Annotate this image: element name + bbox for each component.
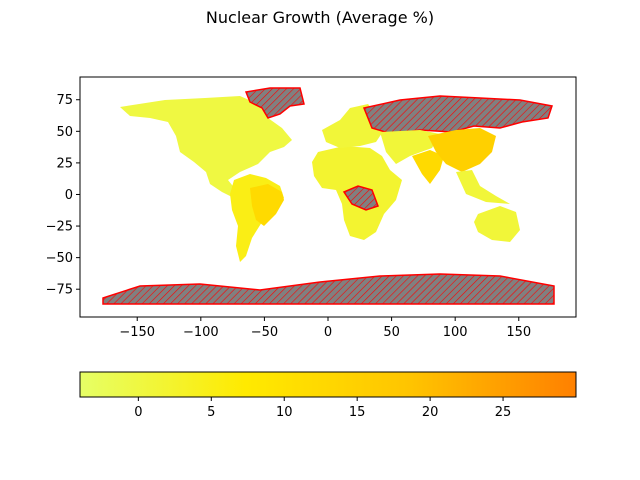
y-tick-label: 0 (65, 188, 73, 203)
y-tick-label: −25 (46, 220, 73, 235)
map-regions (102, 87, 555, 305)
x-tick-label: 100 (443, 325, 468, 340)
region-north-america (120, 96, 292, 196)
map-x-axis: −150 −100 −50 0 50 100 150 (119, 317, 531, 340)
x-tick-label: 150 (506, 325, 531, 340)
colorbar-tick-label: 25 (495, 405, 512, 420)
region-antarctica (102, 273, 555, 305)
region-brazil (250, 184, 284, 226)
y-tick-label: −75 (46, 283, 73, 298)
x-tick-label: −150 (119, 325, 155, 340)
colorbar-axis: 0 5 10 15 20 25 (134, 397, 511, 420)
colorbar-tick-label: 15 (349, 405, 366, 420)
colorbar-tick-label: 0 (134, 405, 142, 420)
y-tick-label: −50 (46, 251, 73, 266)
region-southeast-asia (456, 170, 510, 204)
y-tick-label: 50 (56, 125, 73, 140)
colorbar (79, 371, 577, 398)
region-india (412, 150, 444, 184)
region-central-asia (380, 130, 440, 164)
map-y-axis: 75 50 25 0 −25 −50 −75 (46, 93, 80, 298)
x-tick-label: −100 (183, 325, 219, 340)
region-central-africa (342, 185, 379, 211)
colorbar-tick-label: 10 (276, 405, 293, 420)
region-china (428, 128, 496, 172)
region-australia (474, 206, 520, 242)
chart-title: Nuclear Growth (Average %) (205, 8, 435, 27)
y-tick-label: 25 (56, 156, 73, 171)
colorbar-tick-label: 20 (422, 405, 439, 420)
colorbar-tick-label: 5 (207, 405, 215, 420)
x-tick-label: 0 (324, 325, 332, 340)
x-tick-label: −50 (251, 325, 278, 340)
x-tick-label: 50 (383, 325, 400, 340)
y-tick-label: 75 (56, 93, 73, 108)
region-greenland (244, 87, 305, 119)
region-russia (362, 95, 553, 135)
